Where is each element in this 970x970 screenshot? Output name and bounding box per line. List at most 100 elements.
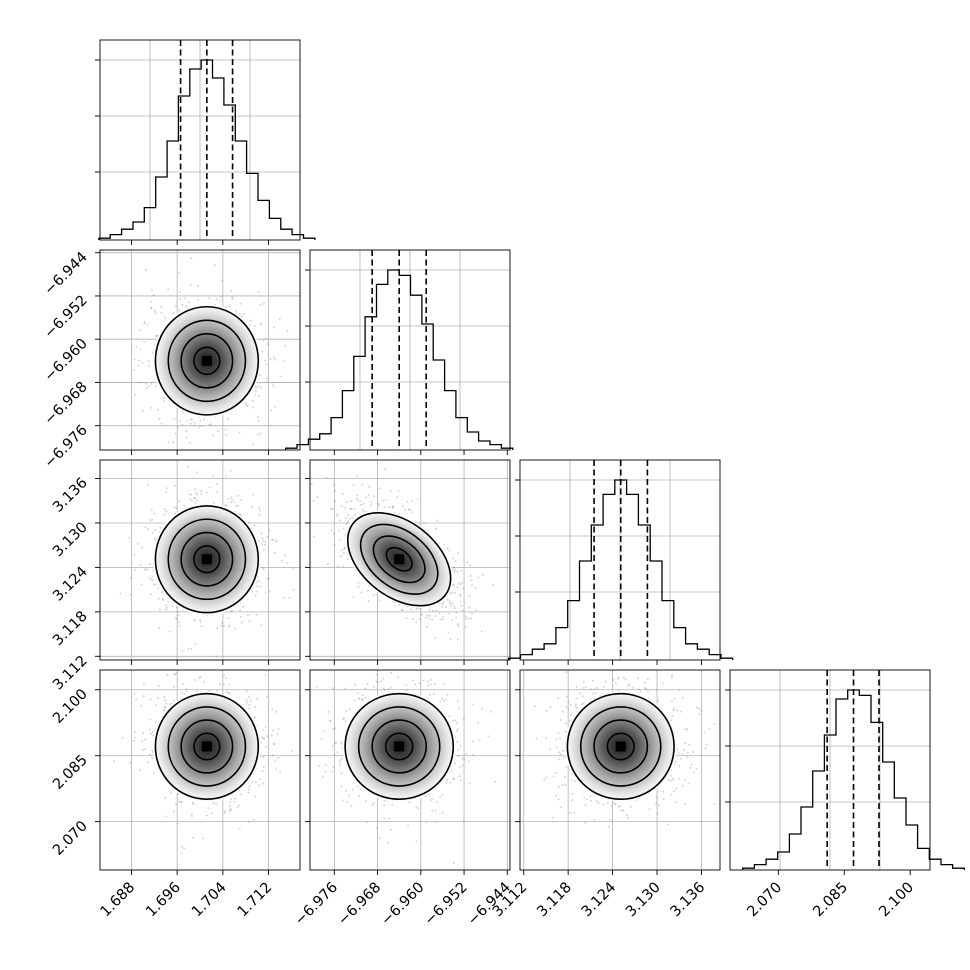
scatter-point bbox=[208, 486, 211, 489]
scatter-point bbox=[415, 608, 418, 611]
scatter-point bbox=[220, 624, 223, 627]
scatter-point bbox=[323, 730, 326, 733]
scatter-point bbox=[245, 690, 248, 693]
scatter-point bbox=[391, 506, 394, 509]
scatter-point bbox=[418, 682, 421, 685]
scatter-point bbox=[215, 690, 218, 693]
scatter-point bbox=[452, 557, 455, 560]
scatter-point bbox=[227, 498, 230, 500]
scatter-point bbox=[228, 683, 231, 686]
scatter-point bbox=[258, 580, 261, 582]
scatter-point bbox=[552, 775, 555, 778]
scatter-point bbox=[448, 715, 451, 718]
scatter-point bbox=[230, 496, 233, 499]
scatter-point bbox=[439, 796, 442, 799]
scatter-point bbox=[465, 753, 468, 756]
scatter-point bbox=[212, 434, 214, 437]
scatter-point bbox=[667, 823, 669, 826]
scatter-point bbox=[349, 508, 352, 510]
scatter-point bbox=[345, 801, 348, 804]
scatter-point bbox=[439, 700, 442, 703]
scatter-point bbox=[165, 510, 168, 513]
scatter-point bbox=[535, 737, 538, 740]
scatter-point bbox=[195, 499, 198, 502]
scatter-point bbox=[292, 567, 295, 570]
scatter-point bbox=[584, 804, 587, 807]
scatter-point bbox=[589, 795, 592, 798]
scatter-point bbox=[347, 520, 350, 523]
scatter-point bbox=[258, 784, 261, 787]
scatter-point bbox=[239, 609, 241, 612]
scatter-point bbox=[183, 847, 186, 850]
scatter-point bbox=[277, 728, 280, 730]
scatter-point bbox=[415, 806, 418, 809]
scatter-point bbox=[249, 699, 252, 702]
scatter-point bbox=[264, 541, 267, 544]
scatter-point bbox=[608, 825, 610, 828]
scatter-point bbox=[545, 710, 548, 712]
scatter-point bbox=[149, 718, 152, 721]
scatter-point bbox=[165, 491, 168, 494]
scatter-point bbox=[610, 804, 613, 807]
scatter-point bbox=[698, 713, 701, 716]
scatter-point bbox=[333, 489, 336, 492]
scatter-point bbox=[191, 836, 194, 839]
scatter-point bbox=[446, 547, 449, 550]
scatter-point bbox=[225, 504, 228, 507]
scatter-point bbox=[336, 513, 339, 516]
scatter-point bbox=[251, 443, 254, 446]
scatter-point bbox=[148, 577, 151, 580]
scatter-point bbox=[140, 583, 143, 586]
scatter-point bbox=[268, 577, 271, 580]
scatter-point bbox=[481, 707, 484, 710]
scatter-point bbox=[626, 814, 629, 817]
scatter-point bbox=[275, 539, 278, 542]
scatter-point bbox=[670, 779, 673, 782]
scatter-point bbox=[455, 611, 458, 614]
scatter-point bbox=[262, 765, 265, 768]
scatter-point bbox=[410, 608, 413, 611]
scatter-point bbox=[697, 707, 700, 710]
scatter-point bbox=[407, 508, 410, 511]
scatter-point bbox=[338, 519, 341, 522]
scatter-point bbox=[459, 600, 462, 603]
scatter-point bbox=[593, 818, 596, 821]
scatter-point bbox=[245, 699, 248, 702]
scatter-point bbox=[174, 485, 177, 487]
scatter-point bbox=[186, 465, 189, 468]
scatter-point bbox=[228, 305, 231, 308]
scatter-point bbox=[462, 819, 465, 822]
scatter-point bbox=[138, 381, 141, 384]
pair-panel-0-2 bbox=[99, 459, 301, 661]
scatter-point bbox=[656, 812, 659, 815]
scatter-point bbox=[457, 582, 460, 585]
scatter-point bbox=[173, 810, 175, 813]
scatter-point bbox=[336, 514, 339, 517]
scatter-point bbox=[229, 469, 232, 472]
scatter-point bbox=[349, 708, 352, 711]
scatter-point bbox=[253, 716, 256, 718]
scatter-point bbox=[452, 719, 455, 722]
scatter-point bbox=[332, 687, 335, 690]
scatter-point bbox=[457, 552, 460, 554]
scatter-point bbox=[492, 583, 495, 586]
scatter-point bbox=[708, 727, 711, 730]
scatter-point bbox=[655, 688, 658, 691]
scatter-point bbox=[112, 760, 115, 763]
contour-line bbox=[346, 512, 452, 607]
scatter-point bbox=[224, 504, 227, 507]
scatter-point bbox=[223, 811, 226, 814]
scatter-point bbox=[180, 852, 183, 855]
scatter-point bbox=[564, 784, 567, 786]
scatter-point bbox=[339, 761, 342, 764]
scatter-point bbox=[452, 862, 455, 864]
scatter-point bbox=[155, 335, 158, 338]
scatter-point bbox=[318, 765, 321, 768]
scatter-point bbox=[344, 789, 347, 792]
scatter-point bbox=[382, 687, 385, 690]
scatter-point bbox=[460, 569, 463, 572]
scatter-point bbox=[147, 483, 150, 486]
scatter-point bbox=[398, 512, 401, 515]
scatter-point bbox=[477, 576, 480, 579]
scatter-point bbox=[342, 799, 345, 802]
